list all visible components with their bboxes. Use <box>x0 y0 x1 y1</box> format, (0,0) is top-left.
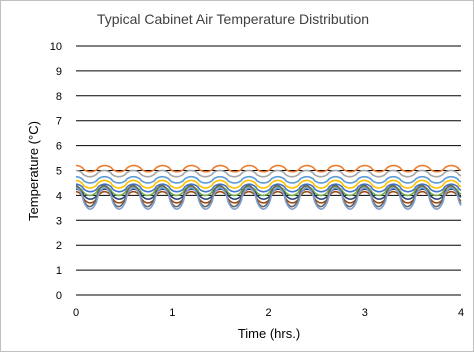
x-tick-label: 2 <box>265 307 271 319</box>
x-axis-label: Time (hrs.) <box>238 326 300 341</box>
y-tick-labels: 0 1 2 3 4 5 6 7 8 9 10 <box>50 41 62 302</box>
x-tick-label: 4 <box>458 307 464 319</box>
x-tick-labels: 0 1 2 3 4 <box>73 307 464 319</box>
y-tick-label: 4 <box>56 190 62 202</box>
y-tick-label: 3 <box>56 215 62 227</box>
y-tick-label: 1 <box>56 265 62 277</box>
y-tick-label: 8 <box>56 91 62 103</box>
series-group <box>75 164 462 210</box>
y-tick-label: 0 <box>56 290 62 302</box>
y-tick-label: 7 <box>56 116 62 128</box>
chart-title: Typical Cabinet Air Temperature Distribu… <box>97 11 369 27</box>
series-line-1 <box>75 164 462 173</box>
y-tick-label: 10 <box>50 41 62 53</box>
y-tick-label: 6 <box>56 141 62 153</box>
y-axis-label: Temperature (°C) <box>26 121 41 221</box>
y-tick-label: 9 <box>56 66 62 78</box>
x-tick-label: 1 <box>169 307 175 319</box>
x-tick-label: 3 <box>362 307 368 319</box>
series-line-3 <box>75 175 462 184</box>
x-tick-label: 0 <box>73 307 79 319</box>
y-tick-label: 2 <box>56 240 62 252</box>
series-line-10 <box>75 187 462 210</box>
y-tick-label: 5 <box>56 166 62 178</box>
series-line-2 <box>75 169 462 178</box>
series-line-5 <box>75 183 462 193</box>
series-line-4 <box>75 179 462 189</box>
